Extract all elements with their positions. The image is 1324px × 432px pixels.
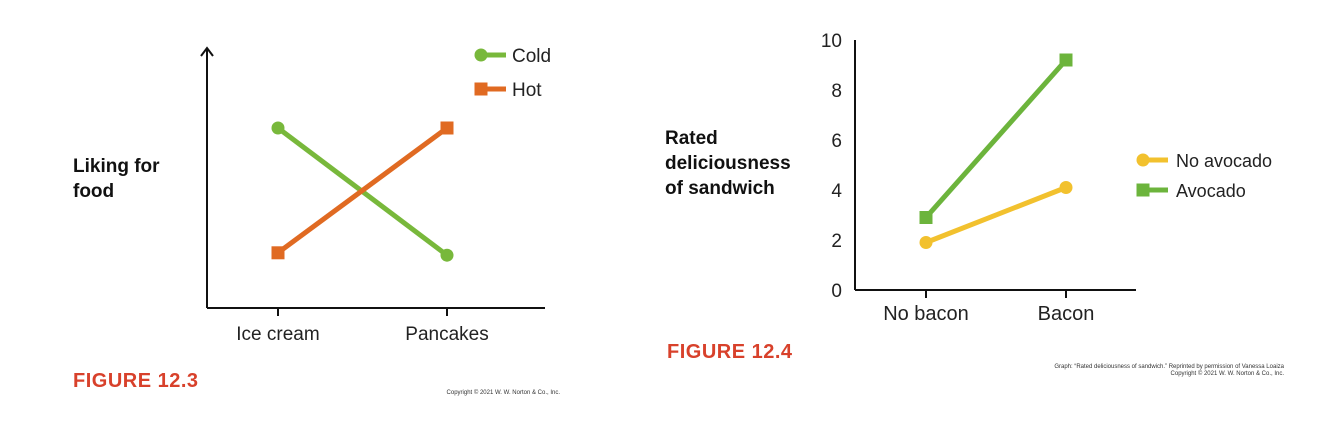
fig2-y-tick-label: 8	[831, 81, 842, 102]
fig2-point	[919, 236, 933, 249]
fig2-x-tick-label: Bacon	[1038, 303, 1095, 325]
fig1-copyright: Copyright © 2021 W. W. Norton & Co., Inc…	[446, 390, 560, 396]
fig2-y-tick-label: 4	[831, 181, 842, 202]
fig2-legend-marker	[1136, 153, 1150, 167]
fig1-series-line-1	[276, 125, 449, 255]
fig2-chart: 0 2 4 6 8 10 No bacon Bacon No avocado Avocado	[821, 31, 1272, 325]
fig2-x-tick-label: No bacon	[883, 303, 969, 325]
fig1-x-tick-label: Ice cream	[236, 324, 319, 345]
fig2-y-tick-label: 6	[831, 131, 842, 152]
fig1-point	[440, 121, 454, 135]
fig1-figure-label: FIGURE 12.3	[73, 370, 199, 392]
fig2-series-line-1	[924, 58, 1068, 220]
fig2-legend-label: No avocado	[1176, 151, 1272, 171]
fig2-series-line-0	[925, 185, 1067, 245]
fig2-y-tick-label: 2	[831, 231, 842, 252]
fig2-point	[919, 211, 933, 224]
fig2-legend-marker	[1136, 183, 1150, 197]
fig1-y-axis-arrow	[200, 46, 214, 57]
fig1-point	[271, 121, 285, 135]
fig1-legend-label: Hot	[512, 80, 542, 101]
fig1-legend-label: Cold	[512, 46, 551, 67]
fig1-legend-marker	[474, 82, 488, 96]
fig1-point	[271, 246, 285, 260]
fig2-point	[1059, 53, 1073, 67]
fig1-point	[440, 248, 454, 262]
fig2-y-axis-label: Rated deliciousness of sandwich	[665, 128, 791, 199]
fig2-y-tick-label: 0	[831, 281, 842, 302]
fig2-legend-label: Avocado	[1176, 181, 1246, 201]
fig1-chart: Ice cream Pancakes Cold Hot	[200, 46, 551, 345]
fig1-x-tick-label: Pancakes	[405, 324, 488, 345]
fig2-copyright: Graph: “Rated deliciousness of sandwich.…	[1054, 364, 1284, 377]
fig2-y-tick-label: 10	[821, 31, 842, 52]
fig1-legend-marker	[474, 48, 488, 62]
fig2-point	[1059, 181, 1073, 194]
fig1-y-axis-label: Liking for food	[73, 156, 160, 202]
fig2-figure-label: FIGURE 12.4	[667, 341, 793, 363]
